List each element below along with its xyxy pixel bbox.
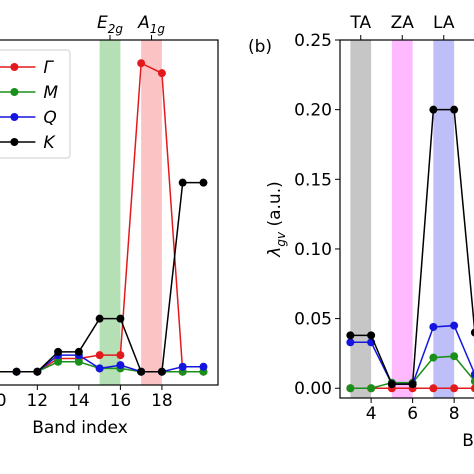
panel-label: (b)	[248, 37, 272, 57]
series-marker	[470, 384, 474, 393]
series-marker	[54, 357, 63, 366]
series-marker	[470, 370, 474, 379]
x-tick-label: 18	[151, 391, 173, 411]
legend-box	[0, 49, 71, 159]
series-marker	[12, 367, 21, 376]
series-marker	[95, 364, 104, 373]
series-marker	[450, 105, 459, 114]
series-marker	[429, 353, 438, 362]
series-marker	[346, 331, 355, 340]
series-marker	[429, 322, 438, 331]
y-axis-label-sub: gv	[274, 231, 288, 247]
series-marker	[178, 178, 187, 187]
band-label-main: LA	[433, 13, 455, 33]
y-tick-label: 0.00	[294, 379, 332, 399]
x-tick-label: 14	[68, 391, 90, 411]
band-label: A1g	[137, 13, 165, 36]
band-label: TA	[349, 13, 371, 33]
x-tick-label: 8	[449, 404, 460, 424]
legend-label: K	[43, 133, 56, 153]
series-marker	[199, 362, 208, 371]
series-marker	[95, 314, 104, 323]
x-tick-label: 12	[26, 391, 48, 411]
x-tick-label: 4	[366, 404, 377, 424]
band-label: LA	[433, 13, 455, 33]
series-marker	[470, 328, 474, 337]
band-label: E2g	[97, 13, 123, 36]
band-label-main: E	[97, 13, 108, 33]
band	[99, 40, 121, 385]
band	[433, 40, 455, 398]
y-tick-label: 0.25	[294, 31, 332, 51]
band-label-sub: 2g	[108, 22, 124, 36]
series-marker	[116, 361, 125, 370]
series-marker	[137, 367, 146, 376]
series-marker	[346, 338, 355, 347]
x-tick-label: 16	[110, 391, 132, 411]
x-axis-label: Band index	[462, 431, 474, 451]
series-marker	[137, 59, 146, 68]
legend-marker	[10, 63, 19, 71]
series-marker	[199, 178, 208, 187]
y-axis-label: λgv (a.u.)	[265, 181, 288, 257]
band	[141, 40, 162, 385]
legend-label: Q	[43, 108, 56, 128]
band-label: ZA	[391, 13, 415, 33]
y-tick-label: 0.15	[294, 170, 332, 190]
series-marker	[74, 347, 83, 356]
axes-frame	[339, 39, 474, 399]
series-marker	[33, 367, 42, 376]
series-marker	[116, 314, 125, 323]
series-marker	[470, 377, 474, 386]
series-marker	[429, 384, 438, 393]
band	[350, 40, 372, 398]
series-marker	[367, 331, 376, 340]
series-marker	[116, 351, 125, 360]
series-marker	[450, 352, 459, 361]
series-marker	[74, 357, 83, 366]
series-marker	[450, 384, 459, 393]
series-marker	[178, 362, 187, 371]
x-axis-label: Band index	[32, 418, 128, 438]
series-marker	[367, 384, 376, 393]
y-tick-label: 0.20	[294, 101, 332, 121]
legend-marker	[10, 138, 19, 146]
legend-marker	[10, 113, 19, 121]
band-label-sub: 1g	[150, 22, 166, 36]
x-tick-label: 6	[407, 404, 418, 424]
band-label-main: TA	[349, 13, 371, 33]
band-label-main: A	[137, 13, 150, 33]
legend-label: Γ	[43, 58, 54, 78]
y-axis-label-main: λ	[265, 247, 285, 258]
band	[391, 40, 413, 398]
series-marker	[346, 384, 355, 393]
y-tick-label: 0.05	[294, 310, 332, 330]
legend-label: M	[43, 83, 58, 103]
series-marker	[408, 380, 417, 389]
axes-frame	[0, 39, 219, 386]
series-marker	[157, 367, 166, 376]
series-marker	[387, 380, 396, 389]
series-marker	[157, 69, 166, 78]
legend-marker	[10, 88, 19, 96]
series-marker	[450, 321, 459, 330]
series-marker	[54, 347, 63, 356]
series-marker	[429, 105, 438, 114]
y-tick-label: 0.10	[294, 240, 332, 260]
band-label-main: ZA	[391, 13, 415, 33]
x-tick-label: 10	[0, 391, 7, 411]
y-axis-label-rest: (a.u.)	[265, 181, 285, 232]
series-marker	[95, 351, 104, 360]
